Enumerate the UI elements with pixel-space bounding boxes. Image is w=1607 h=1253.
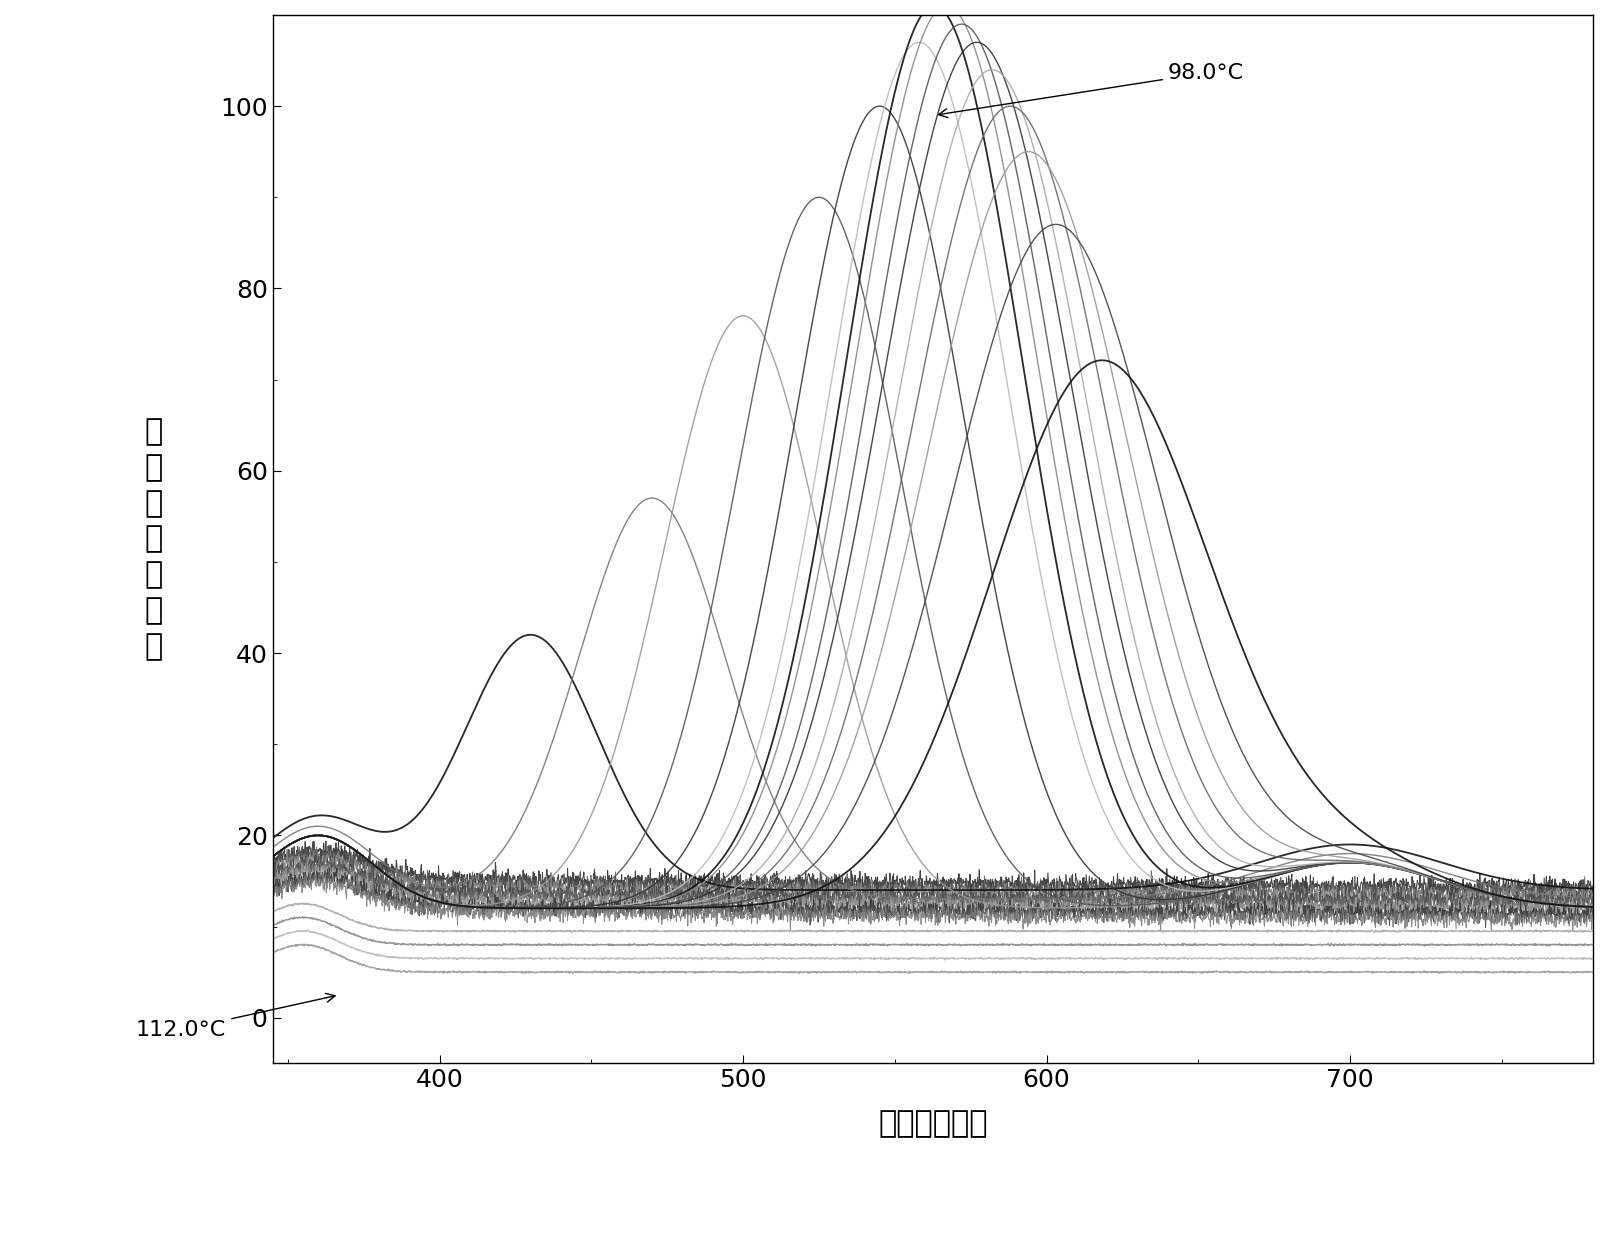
Text: 反
射
（
百
分
比
）: 反 射 （ 百 分 比 ） [145,417,162,662]
X-axis label: 波长（纳米）: 波长（纳米） [877,1109,987,1138]
Text: 112.0°C: 112.0°C [137,994,334,1040]
Text: 98.0°C: 98.0°C [938,63,1244,118]
